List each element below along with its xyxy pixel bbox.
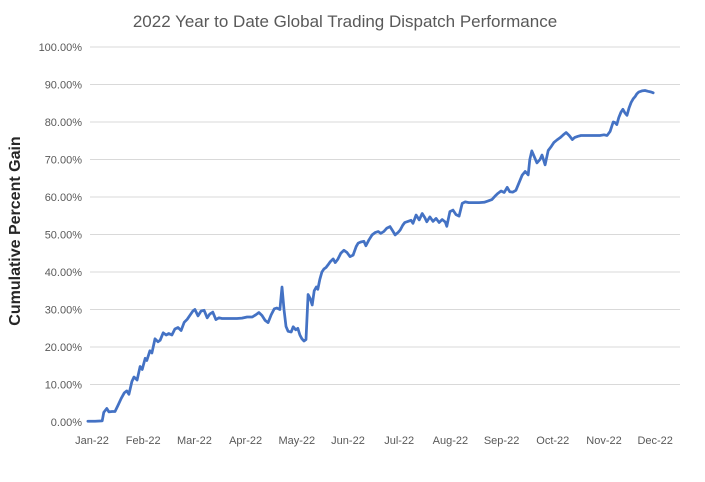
y-tick-label: 80.00% xyxy=(45,117,83,129)
y-tick-label: 70.00% xyxy=(45,155,83,167)
x-tick-label: Jan-22 xyxy=(75,435,109,447)
y-tick-label: 100.00% xyxy=(39,42,83,54)
x-tick-label: May-22 xyxy=(278,435,315,447)
y-tick-label: 60.00% xyxy=(45,192,83,204)
x-tick-label: Aug-22 xyxy=(433,435,468,447)
y-tick-label: 0.00% xyxy=(51,417,82,429)
x-tick-label: Feb-22 xyxy=(126,435,161,447)
x-tick-label: Jul-22 xyxy=(384,435,414,447)
y-tick-label: 30.00% xyxy=(45,305,83,317)
x-tick-label: Nov-22 xyxy=(586,435,621,447)
series-line xyxy=(86,89,655,423)
y-tick-label: 50.00% xyxy=(45,230,83,242)
chart-title: 2022 Year to Date Global Trading Dispatc… xyxy=(132,12,558,31)
x-tick-label: Apr-22 xyxy=(229,435,262,447)
x-tick-label: Jun-22 xyxy=(331,435,365,447)
y-tick-label: 20.00% xyxy=(45,342,83,354)
y-tick-label: 10.00% xyxy=(45,380,83,392)
y-tick-label: 90.00% xyxy=(45,80,83,92)
x-tick-label: Mar-22 xyxy=(177,435,212,447)
x-tick-label: Sep-22 xyxy=(484,435,519,447)
x-tick-label: Oct-22 xyxy=(536,435,569,447)
y-tick-label: 40.00% xyxy=(45,267,83,279)
x-tick-label: Dec-22 xyxy=(637,435,672,447)
